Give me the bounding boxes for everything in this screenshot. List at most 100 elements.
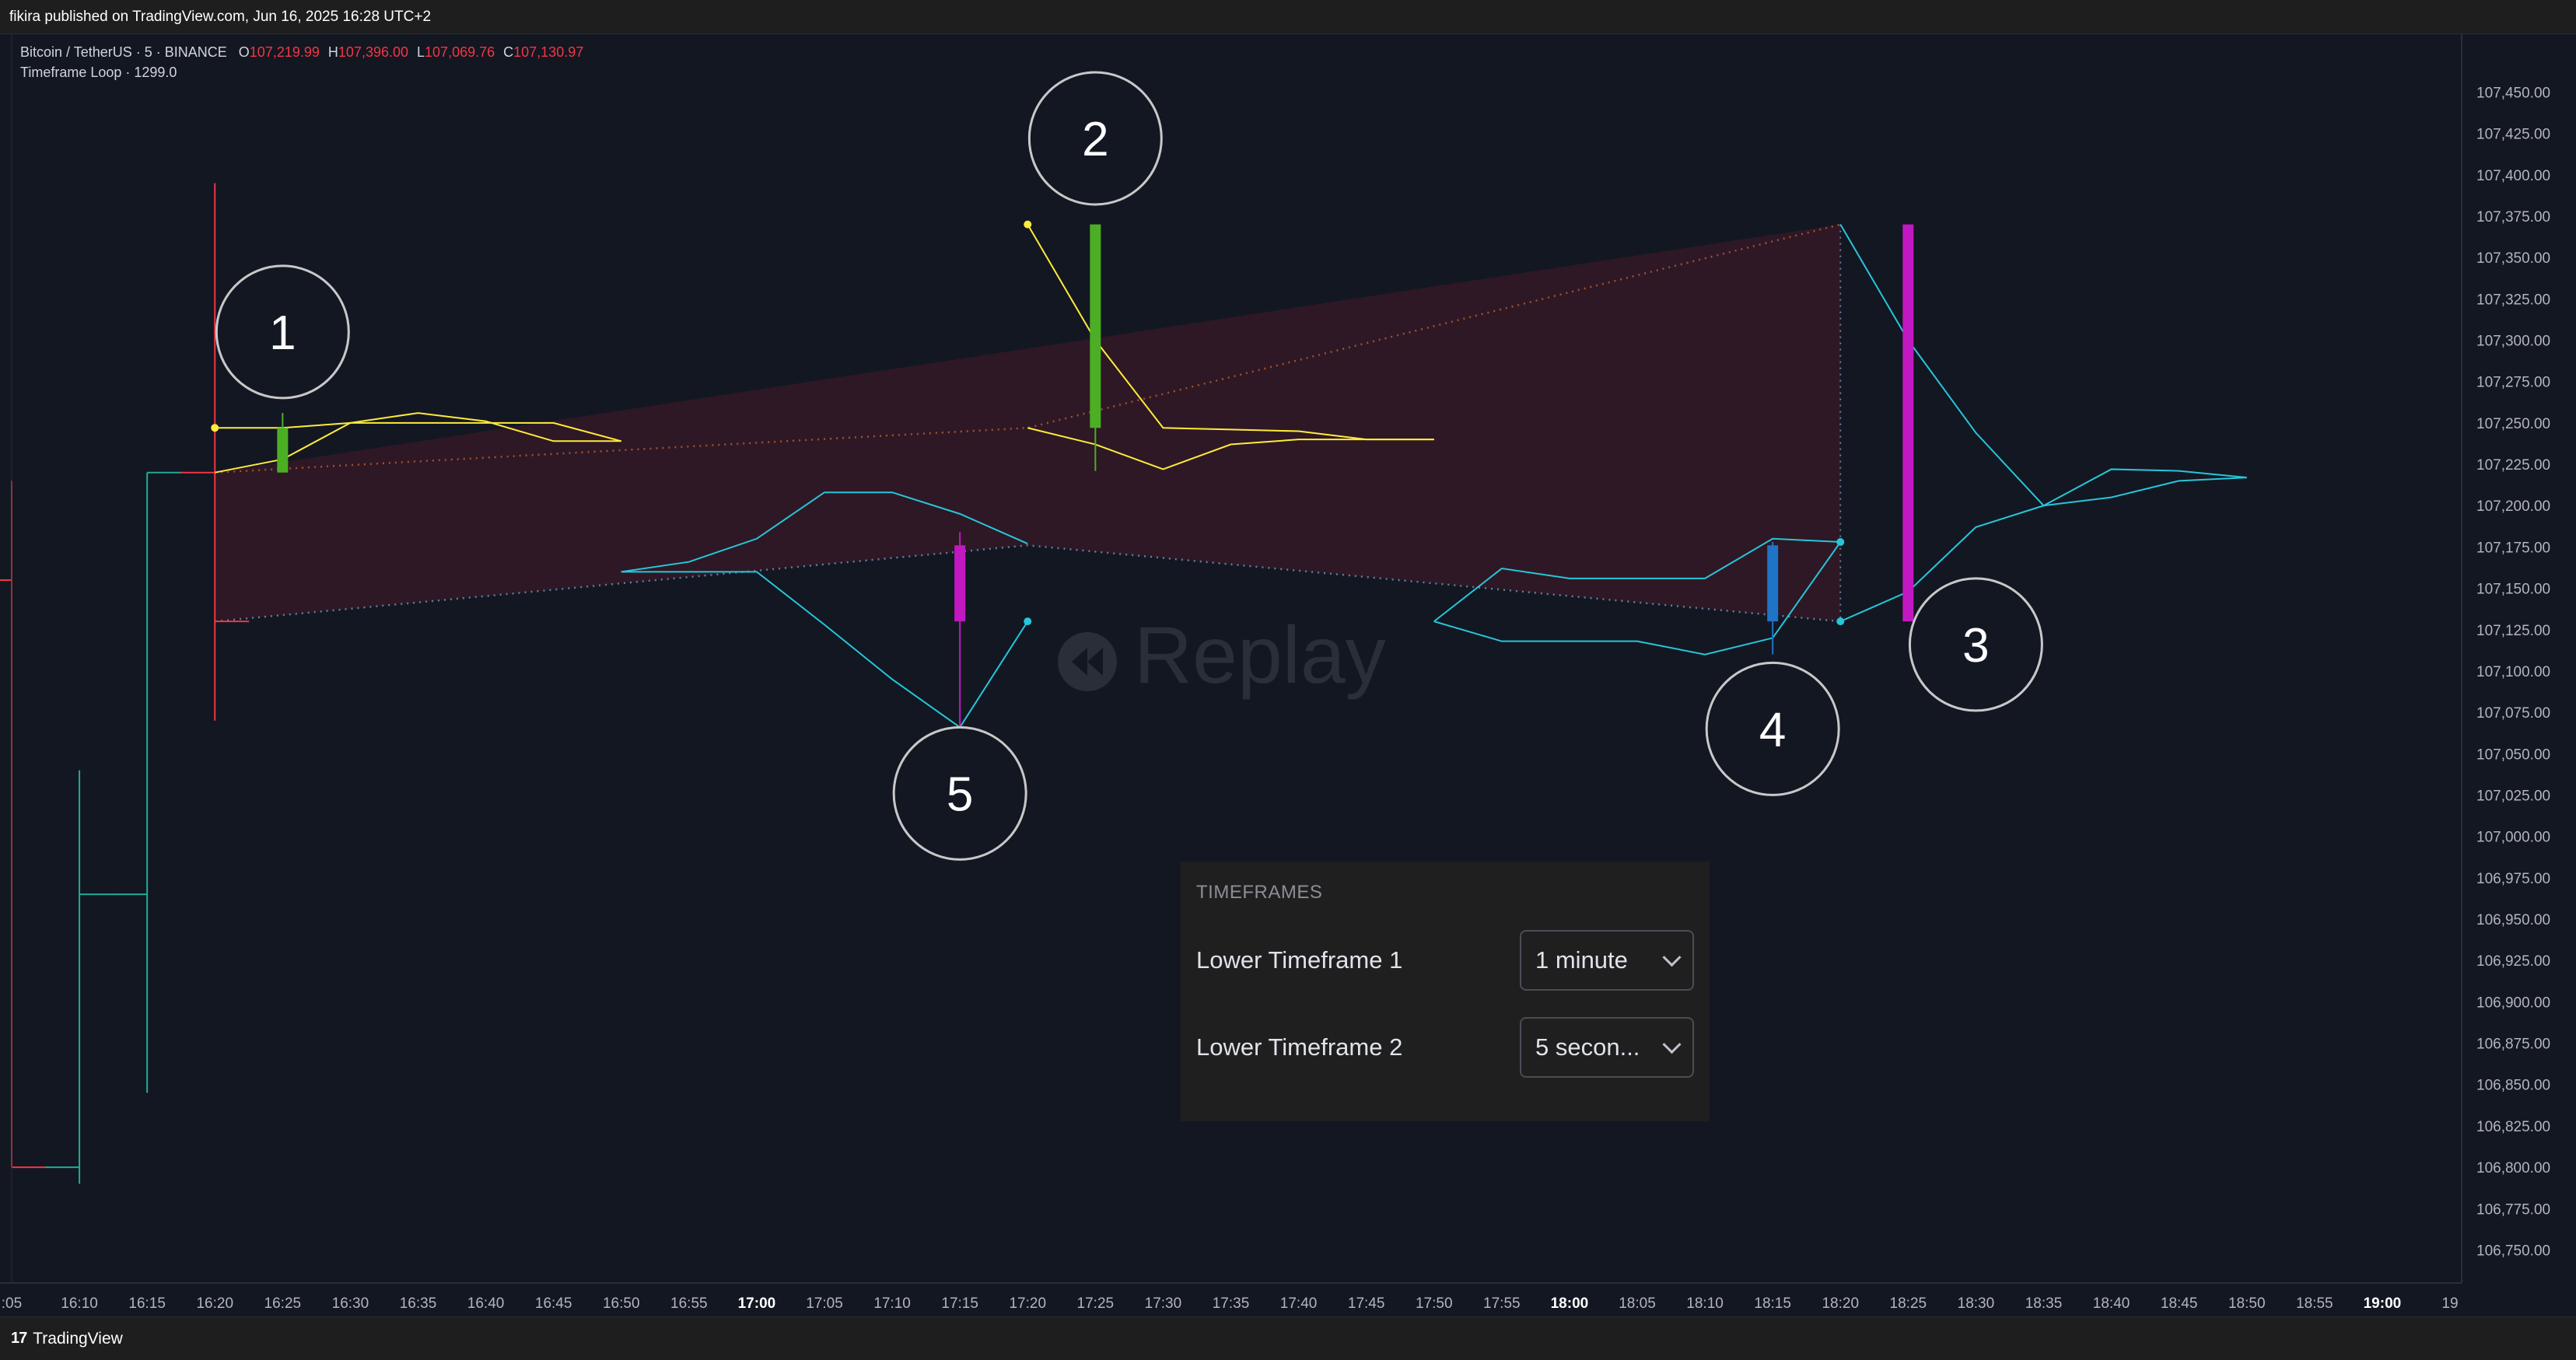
- price-tick-label: 106,825.00: [2476, 1119, 2550, 1135]
- price-chart[interactable]: Replay 1 2 3 4 5 107,450.00 107,425.00 107,400…: [0, 34, 2576, 1316]
- price-tick-label: 106,950.00: [2476, 912, 2550, 928]
- ltf-candle-body: [1090, 224, 1101, 428]
- series-point: [1836, 538, 1845, 547]
- time-tick-label: 18:25: [1890, 1295, 1927, 1312]
- ltf-candle-body: [1767, 545, 1779, 622]
- footer-bar: 17 TradingView: [0, 1316, 2576, 1360]
- time-tick-label: 18:20: [1822, 1295, 1859, 1312]
- time-tick-label: 19: [2441, 1295, 2458, 1312]
- series-line: [1839, 477, 2247, 623]
- price-tick-label: 107,350.00: [2476, 250, 2550, 267]
- price-tick-label: 107,425.00: [2476, 127, 2550, 143]
- time-tick-label: 17:50: [1416, 1295, 1453, 1312]
- price-zone-fill: [215, 224, 1841, 622]
- time-tick-label: 17:25: [1077, 1295, 1115, 1312]
- time-tick-label: 17:15: [941, 1295, 978, 1312]
- time-tick-label: 17:45: [1348, 1295, 1385, 1312]
- marker-circle: [892, 725, 1027, 861]
- price-tick-label: 107,150.00: [2476, 582, 2550, 598]
- tradingview-logo[interactable]: 17 TradingView: [11, 1330, 123, 1348]
- price-tick-label: 107,250.00: [2476, 416, 2550, 432]
- time-tick-label: 19:00: [2364, 1295, 2402, 1312]
- publish-text: fikira published on TradingView.com, Jun…: [9, 8, 432, 25]
- time-tick-label: 16:45: [535, 1295, 572, 1312]
- time-tick-label: 18:35: [2025, 1295, 2063, 1312]
- price-tick-label: 106,875.00: [2476, 1037, 2550, 1053]
- time-tick-label: 18:00: [1551, 1295, 1589, 1312]
- series-line: [621, 571, 1029, 729]
- legend-high-value: 107,396.00: [338, 44, 408, 60]
- time-tick-label: 17:35: [1213, 1295, 1250, 1312]
- price-tick-label: 107,075.00: [2476, 705, 2550, 722]
- ltf-candles-layer: [277, 224, 1914, 728]
- price-tick-label: 106,850.00: [2476, 1078, 2550, 1094]
- price-tick-label: 107,175.00: [2476, 540, 2550, 556]
- ltf-candle-body: [954, 545, 966, 622]
- legend-open-label: O: [238, 44, 250, 60]
- price-tick-label: 106,775.00: [2476, 1201, 2550, 1218]
- price-tick-label: 107,400.00: [2476, 168, 2550, 184]
- replay-watermark-text: Replay: [1134, 610, 1386, 701]
- price-tick-label: 107,100.00: [2476, 664, 2550, 680]
- time-tick-label: 16:40: [467, 1295, 505, 1312]
- marker-label: 4: [1759, 703, 1786, 757]
- marker-label: 1: [269, 306, 296, 360]
- legend-open-value: 107,219.99: [249, 44, 320, 60]
- lower-timeframe-1-select[interactable]: 1 minute: [1520, 930, 1694, 991]
- time-tick-label: 18:50: [2228, 1295, 2266, 1312]
- time-tick-label: 16:35: [400, 1295, 437, 1312]
- series-line: [1433, 537, 1841, 622]
- ltf-candle-body: [277, 428, 289, 473]
- series-point: [1836, 617, 1845, 626]
- price-tick-label: 107,125.00: [2476, 623, 2550, 639]
- publish-header: fikira published on TradingView.com, Jun…: [0, 0, 2576, 34]
- time-tick-label: 18:30: [1958, 1295, 1995, 1312]
- ltf-candle-body: [1902, 224, 1914, 622]
- legend-close-value: 107,130.97: [513, 44, 584, 60]
- time-tick-label: 18:15: [1754, 1295, 1791, 1312]
- legend-indicator[interactable]: Timeframe Loop · 1299.0: [20, 65, 177, 80]
- lower-timeframe-2-label: Lower Timeframe 2: [1196, 1033, 1403, 1061]
- price-tick-label: 106,900.00: [2476, 995, 2550, 1011]
- replay-watermark: Replay: [1058, 610, 1386, 701]
- lower-timeframe-2-value: 5 secon...: [1535, 1033, 1640, 1061]
- price-tick-label: 107,325.00: [2476, 292, 2550, 308]
- chart-legend: Bitcoin / TetherUS · 5 · BINANCE O107,21…: [20, 42, 583, 82]
- price-tick-label: 106,800.00: [2476, 1160, 2550, 1176]
- marker-circle: [1027, 71, 1163, 206]
- series-point: [211, 424, 219, 432]
- marker-circle: [1908, 577, 2043, 712]
- lower-timeframe-2-select[interactable]: 5 secon...: [1520, 1017, 1694, 1078]
- price-tick-label: 107,300.00: [2476, 334, 2550, 350]
- legend-close-label: C: [503, 44, 514, 60]
- time-tick-label: 18:05: [1619, 1295, 1656, 1312]
- time-tick-label: 17:40: [1280, 1295, 1318, 1312]
- legend-low-label: L: [417, 44, 425, 60]
- price-axis[interactable]: 107,450.00 107,425.00 107,400.00 107,375.00…: [2476, 85, 2550, 1259]
- time-tick-label: 16:30: [332, 1295, 369, 1312]
- lower-timeframe-1-row: Lower Timeframe 1 1 minute: [1196, 930, 1694, 991]
- markers-layer: 1 2 3 4 5: [215, 71, 2043, 861]
- lower-timeframe-2-row: Lower Timeframe 2 5 secon...: [1196, 1017, 1694, 1078]
- legend-high-label: H: [327, 44, 338, 60]
- time-tick-label: 18:40: [2093, 1295, 2130, 1312]
- panel-title: TIMEFRAMES: [1196, 882, 1323, 903]
- time-tick-label: 17:00: [738, 1295, 776, 1312]
- price-tick-label: 107,275.00: [2476, 375, 2550, 391]
- time-tick-label: 18:45: [2161, 1295, 2198, 1312]
- series-line: [1839, 224, 2247, 507]
- time-tick-label: 17:55: [1483, 1295, 1521, 1312]
- price-tick-label: 107,375.00: [2476, 209, 2550, 226]
- price-tick-label: 107,200.00: [2476, 498, 2550, 515]
- tradingview-brand: TradingView: [33, 1329, 123, 1348]
- marker-circle: [1705, 661, 1840, 796]
- time-tick-label: 16:20: [196, 1295, 233, 1312]
- legend-symbol: Bitcoin / TetherUS · 5 · BINANCE: [20, 44, 227, 60]
- rewind-icon-arrows: [1072, 648, 1103, 676]
- time-tick-label: 18:55: [2296, 1295, 2333, 1312]
- time-axis[interactable]: :05 16:10 16:15 16:20 16:25 16:30 16:35 16:40 16…: [2, 1295, 2459, 1312]
- series-line: [621, 491, 1028, 573]
- time-tick-label: 17:10: [873, 1295, 911, 1312]
- time-tick-label: 17:30: [1145, 1295, 1182, 1312]
- time-tick-label: :05: [2, 1295, 22, 1312]
